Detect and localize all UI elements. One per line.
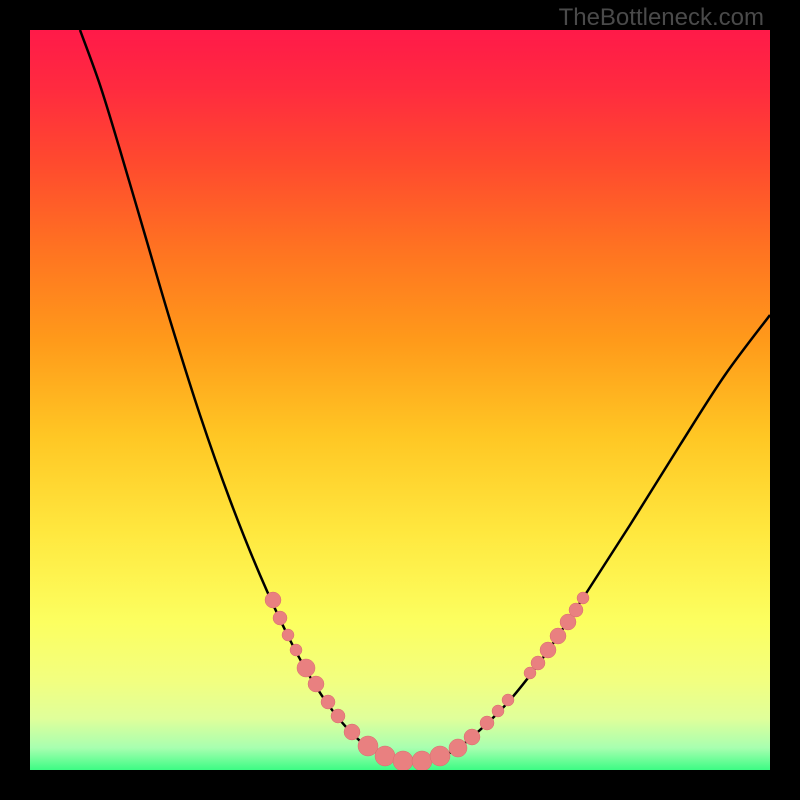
data-marker xyxy=(531,656,545,670)
watermark-text: TheBottleneck.com xyxy=(559,4,764,32)
data-marker xyxy=(344,724,360,740)
data-marker xyxy=(464,729,480,745)
data-marker xyxy=(449,739,467,757)
data-marker xyxy=(550,628,566,644)
data-marker xyxy=(502,694,514,706)
data-marker xyxy=(308,676,324,692)
chart-plot-area xyxy=(30,30,770,770)
data-marker xyxy=(540,642,556,658)
chart-svg-layer xyxy=(30,30,770,770)
data-marker xyxy=(321,695,335,709)
data-marker xyxy=(282,629,294,641)
data-marker xyxy=(375,746,395,766)
data-marker xyxy=(577,592,589,604)
data-marker xyxy=(412,751,432,770)
data-marker xyxy=(290,644,302,656)
data-marker xyxy=(297,659,315,677)
data-marker xyxy=(273,611,287,625)
data-marker xyxy=(331,709,345,723)
data-marker xyxy=(265,592,281,608)
data-marker xyxy=(358,736,378,756)
bottleneck-curve xyxy=(80,30,770,762)
data-marker xyxy=(569,603,583,617)
data-marker xyxy=(480,716,494,730)
data-marker xyxy=(492,705,504,717)
data-marker xyxy=(430,746,450,766)
data-marker xyxy=(393,751,413,770)
